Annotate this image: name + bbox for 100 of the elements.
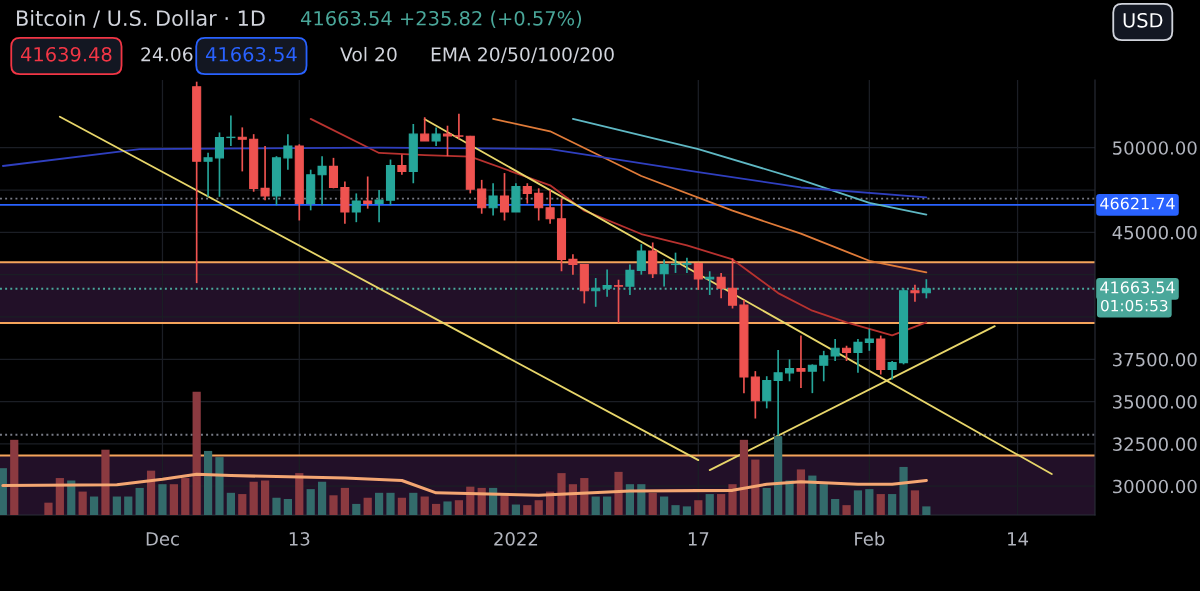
bar <box>44 502 53 515</box>
bar <box>888 494 897 515</box>
candlestick <box>363 175 373 210</box>
candlestick <box>716 272 726 300</box>
bar <box>591 496 600 515</box>
bar <box>682 506 692 515</box>
candlestick <box>693 261 703 291</box>
y-tick-label: 50000.00 <box>1113 141 1197 155</box>
bar <box>89 496 99 515</box>
bar <box>135 487 144 515</box>
candlestick <box>522 182 532 205</box>
bar <box>10 439 19 515</box>
bar <box>352 503 361 515</box>
candlestick <box>807 363 817 394</box>
candlestick <box>477 179 487 215</box>
bar <box>363 497 372 515</box>
candlestick <box>613 278 624 324</box>
chart-title: Bitcoin / U.S. Dollar · 1D <box>17 9 265 28</box>
bar <box>420 496 429 515</box>
bar <box>876 494 885 515</box>
bar <box>717 494 726 515</box>
bar <box>603 496 612 515</box>
bar <box>397 497 406 515</box>
candlestick <box>214 131 225 198</box>
y-tick-label: 45000.00 <box>1112 225 1197 240</box>
bar <box>192 391 201 515</box>
bar <box>660 496 669 515</box>
bar <box>511 504 521 515</box>
chart-subtitle: 41663.54 +235.82 (+0.57%) <box>300 10 582 28</box>
bar <box>865 489 874 515</box>
bar <box>0 468 7 515</box>
bar <box>899 466 908 515</box>
x-tick-label: Dec <box>146 532 179 546</box>
bar <box>112 496 121 515</box>
y-tick-label: 37500.00 <box>1113 352 1197 367</box>
candlestick <box>648 241 658 279</box>
text: Vol 20 <box>340 46 397 62</box>
bar <box>158 484 167 515</box>
bar <box>260 480 270 515</box>
x-tick-label: 17 <box>688 532 709 546</box>
bar <box>443 501 452 515</box>
candlestick <box>762 375 772 410</box>
bar <box>432 503 441 515</box>
candlestick <box>431 126 441 147</box>
candlestick <box>442 124 453 158</box>
bar <box>910 490 920 515</box>
bar <box>534 500 543 515</box>
candlestick <box>727 257 738 310</box>
bar <box>67 480 76 515</box>
bar <box>853 490 863 515</box>
x-tick-label: Feb <box>855 531 885 546</box>
bar <box>146 470 156 515</box>
candlestick <box>203 151 213 198</box>
bar <box>249 481 258 515</box>
text: EMA 20/50/100/200 <box>431 47 614 63</box>
candlestick <box>454 113 464 141</box>
bar <box>409 492 418 515</box>
bar <box>386 492 395 515</box>
candlestick <box>237 126 247 173</box>
candlestick <box>602 268 612 298</box>
ref-line-label: 41663.54 <box>1100 281 1175 294</box>
bar <box>329 495 338 515</box>
candlestick <box>328 157 339 190</box>
candlestick <box>488 182 498 217</box>
bar <box>557 473 566 515</box>
bar <box>648 492 657 515</box>
candlestick <box>534 187 544 222</box>
y-tick-label: 35000.00 <box>1113 395 1197 409</box>
x-tick-label: 14 <box>1008 532 1029 546</box>
candlestick <box>636 243 646 276</box>
line-series <box>492 118 928 274</box>
candlestick <box>317 155 327 207</box>
bar <box>203 450 213 515</box>
bar <box>78 491 87 515</box>
bar <box>739 439 749 515</box>
bar <box>317 481 327 515</box>
x-tick-label: 13 <box>289 531 310 546</box>
candlestick <box>420 116 430 142</box>
bar <box>614 471 623 515</box>
candlestick <box>784 358 795 383</box>
candlestick <box>283 133 293 171</box>
bar <box>181 478 190 515</box>
bar <box>796 469 806 515</box>
candlestick <box>819 349 829 383</box>
candlestick <box>887 360 897 381</box>
line-series <box>1 146 928 199</box>
bar <box>101 449 110 515</box>
y-tick-label: 32500.00 <box>1113 437 1197 452</box>
text: 24.06 <box>141 47 193 62</box>
y-tick-label: 30000.00 <box>1113 479 1197 494</box>
bar <box>922 506 931 515</box>
bar <box>831 498 840 515</box>
bar <box>272 497 281 515</box>
candlestick <box>397 153 407 176</box>
candlestick <box>682 256 692 274</box>
text: 01:05:53 <box>1101 299 1168 312</box>
candlestick <box>374 189 384 224</box>
candlestick <box>545 189 555 225</box>
bar <box>226 492 235 515</box>
candlestick <box>568 253 578 276</box>
